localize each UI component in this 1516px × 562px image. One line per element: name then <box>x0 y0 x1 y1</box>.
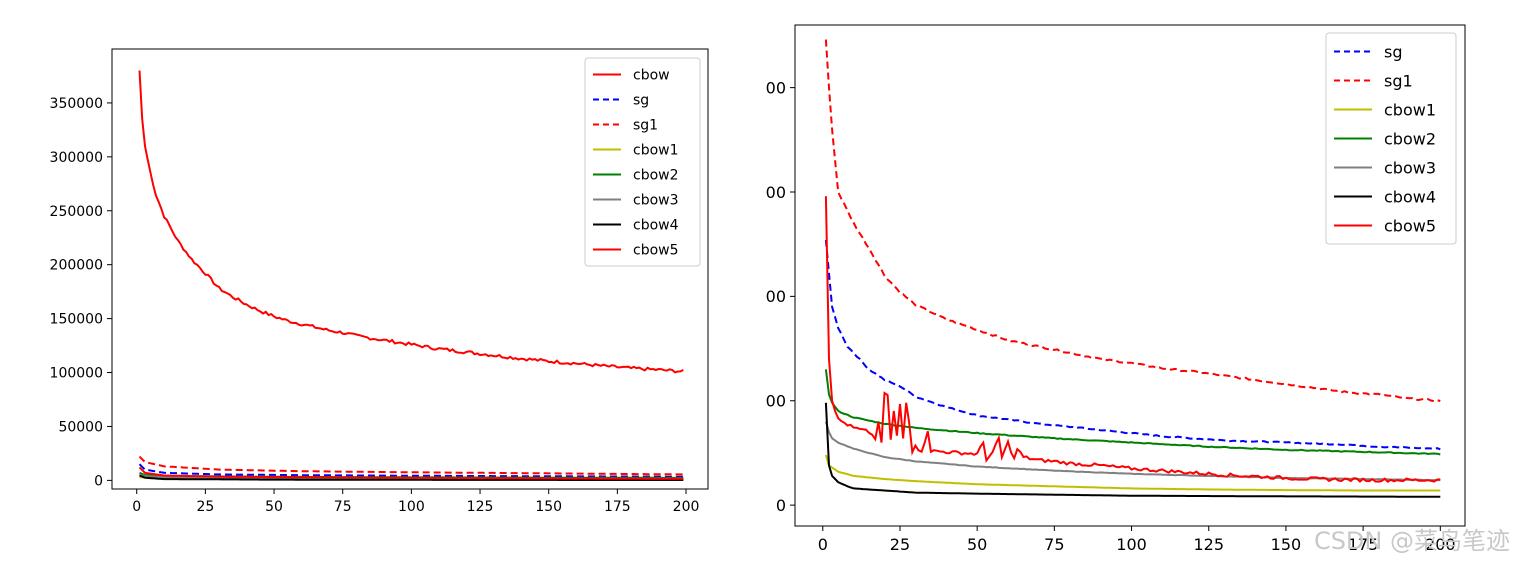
y-tick-label: 250000 <box>50 204 103 220</box>
x-tick-label: 100 <box>398 499 425 515</box>
legend-label: cbow2 <box>1384 129 1436 148</box>
x-tick-label: 25 <box>890 535 910 554</box>
x-tick-label: 50 <box>967 535 987 554</box>
y-tick-label: 0 <box>94 473 103 489</box>
y-tick-label: 50000 <box>58 419 103 435</box>
legend-label: cbow5 <box>1384 216 1436 235</box>
series-line-cbow4 <box>824 402 1441 498</box>
y-tick-label: 150000 <box>50 312 103 328</box>
legend-label: cbow1 <box>633 143 679 159</box>
series-line-sg <box>824 239 1441 451</box>
series-line-sg1 <box>824 39 1441 403</box>
x-tick-label: 150 <box>535 499 562 515</box>
plot-frame-1 <box>111 48 709 490</box>
x-tick-label: 100 <box>1116 535 1147 554</box>
y-tick-label: 300000 <box>50 150 103 166</box>
x-tick-label: 175 <box>1348 535 1379 554</box>
x-tick-label: 75 <box>334 499 352 515</box>
series-line-cbow4 <box>139 474 684 481</box>
x-tick-label: 150 <box>1271 535 1302 554</box>
legend-label: cbow <box>633 68 670 84</box>
x-tick-label: 75 <box>1044 535 1064 554</box>
y-tick-label: 00 <box>766 392 786 411</box>
x-tick-label: 0 <box>132 499 141 515</box>
legend-label: cbow3 <box>1384 158 1436 177</box>
series-line-cbow5 <box>824 196 1441 483</box>
x-tick-label: 200 <box>673 499 700 515</box>
x-tick-label: 125 <box>1193 535 1224 554</box>
y-tick-label: 00 <box>766 287 786 306</box>
x-tick-label: 50 <box>265 499 283 515</box>
y-tick-label: 350000 <box>50 96 103 112</box>
y-tick-label: 0 <box>776 496 786 515</box>
series-line-cbow1 <box>824 454 1441 492</box>
legend-label: sg1 <box>1384 71 1413 90</box>
legend-label: sg1 <box>633 118 658 134</box>
series-line-cbow3 <box>824 421 1441 482</box>
legend-box <box>1325 32 1457 245</box>
series-line-cbow2 <box>824 369 1441 456</box>
legend-label: sg <box>1384 42 1403 61</box>
legend-label: cbow4 <box>633 218 679 234</box>
x-tick-label: 25 <box>196 499 214 515</box>
series-line-sg <box>138 463 684 478</box>
x-tick-label: 0 <box>818 535 828 554</box>
plot-frame-2 <box>794 24 1466 527</box>
watermark: CSDN @菜鸟笔迹 <box>1313 527 1510 555</box>
y-tick-label: 00 <box>766 183 786 202</box>
y-tick-label: 100000 <box>50 366 103 382</box>
x-tick-label: 175 <box>604 499 631 515</box>
x-tick-label: 200 <box>1425 535 1456 554</box>
legend-box <box>584 57 701 267</box>
series-line-sg1 <box>138 455 684 476</box>
y-tick-label: 00 <box>766 78 786 97</box>
y-tick-label: 200000 <box>50 258 103 274</box>
x-tick-label: 125 <box>467 499 494 515</box>
series-line-cbow5 <box>138 466 684 480</box>
legend-label: sg <box>633 93 649 109</box>
legend-label: cbow1 <box>1384 100 1436 119</box>
legend-label: cbow2 <box>633 168 679 184</box>
legend-label: cbow4 <box>1384 187 1436 206</box>
legend-label: cbow5 <box>633 243 679 259</box>
legend-label: cbow3 <box>633 193 679 209</box>
series-line-cbow <box>138 70 684 374</box>
